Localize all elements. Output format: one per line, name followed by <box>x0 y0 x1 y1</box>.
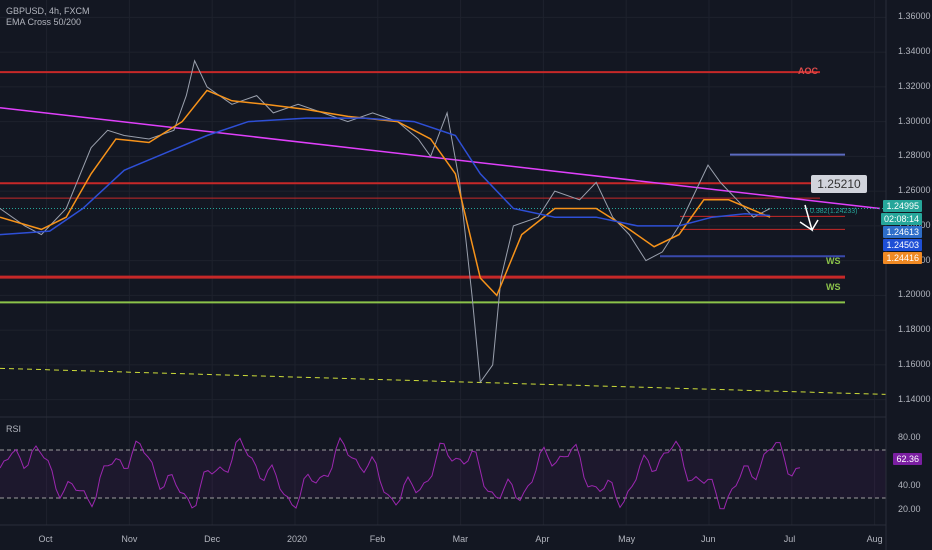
y-tick-label: 1.16000 <box>898 358 931 369</box>
chart-grid <box>0 0 886 525</box>
series-line-0 <box>0 59 771 384</box>
y-tick-label: 1.18000 <box>898 324 931 335</box>
trendline <box>0 106 881 210</box>
rsi-line <box>0 436 801 510</box>
rsi-legend[interactable]: RSI <box>6 424 22 434</box>
y-tick-label: 1.14000 <box>898 393 931 404</box>
x-tick-label: 2020 <box>286 534 307 544</box>
y-tick-label: 1.34000 <box>898 46 931 57</box>
ws-label-lower: WS <box>826 282 841 292</box>
series-line-1 <box>0 89 771 297</box>
price-tag: 1.24995 <box>883 200 922 212</box>
x-tick-label: Feb <box>369 534 386 544</box>
y-tick-label: 1.20000 <box>898 289 931 300</box>
symbol-legend[interactable]: GBPUSD, 4h, FXCM EMA Cross 50/200 <box>6 6 90 28</box>
support-resistance-levels <box>0 71 887 395</box>
price-tag: 02:08:14 <box>880 213 922 225</box>
x-tick-label: Jul <box>783 534 796 544</box>
x-tick-label: Dec <box>204 534 221 544</box>
y-tick-label: 1.36000 <box>898 11 931 22</box>
y-tick-label: 1.32000 <box>898 80 931 91</box>
y-tick-label: 1.30000 <box>898 115 931 126</box>
aoc-label: AOC <box>798 66 818 76</box>
series-line-2 <box>0 117 771 236</box>
rsi-pane <box>0 436 886 510</box>
x-tick-label: Nov <box>121 534 138 544</box>
x-tick-label: Mar <box>452 534 469 544</box>
price-tag: 1.24503 <box>883 239 922 251</box>
arrow-annotation <box>799 204 819 232</box>
x-tick-label: Jun <box>700 534 716 544</box>
rsi-tick-label: 40.00 <box>898 480 921 490</box>
y-tick-label: 1.26000 <box>898 185 931 196</box>
ws-label-upper: WS <box>826 256 841 266</box>
x-tick-label: May <box>618 534 636 544</box>
symbol-title: GBPUSD, 4h, FXCM <box>6 6 90 16</box>
price-callout[interactable]: 1.25210 <box>811 175 867 193</box>
rsi-tick-label: 80.00 <box>898 432 921 442</box>
rsi-value-tag: 62.36 <box>893 453 922 465</box>
y-tick-label: 1.28000 <box>898 150 931 161</box>
fib-level-text: 0.382(1.24233) <box>810 208 858 215</box>
x-tick-label: Apr <box>535 534 550 544</box>
price-tag: 1.24613 <box>883 226 922 238</box>
rsi-tick-label: 20.00 <box>898 504 921 514</box>
dashed-trendline <box>0 367 887 395</box>
chart-series <box>0 59 819 384</box>
x-tick-label: Aug <box>866 534 883 544</box>
rsi-band <box>0 450 886 498</box>
x-tick-label: Oct <box>38 534 53 544</box>
indicator-name: EMA Cross 50/200 <box>6 17 82 27</box>
price-tag: 1.24416 <box>883 252 922 264</box>
